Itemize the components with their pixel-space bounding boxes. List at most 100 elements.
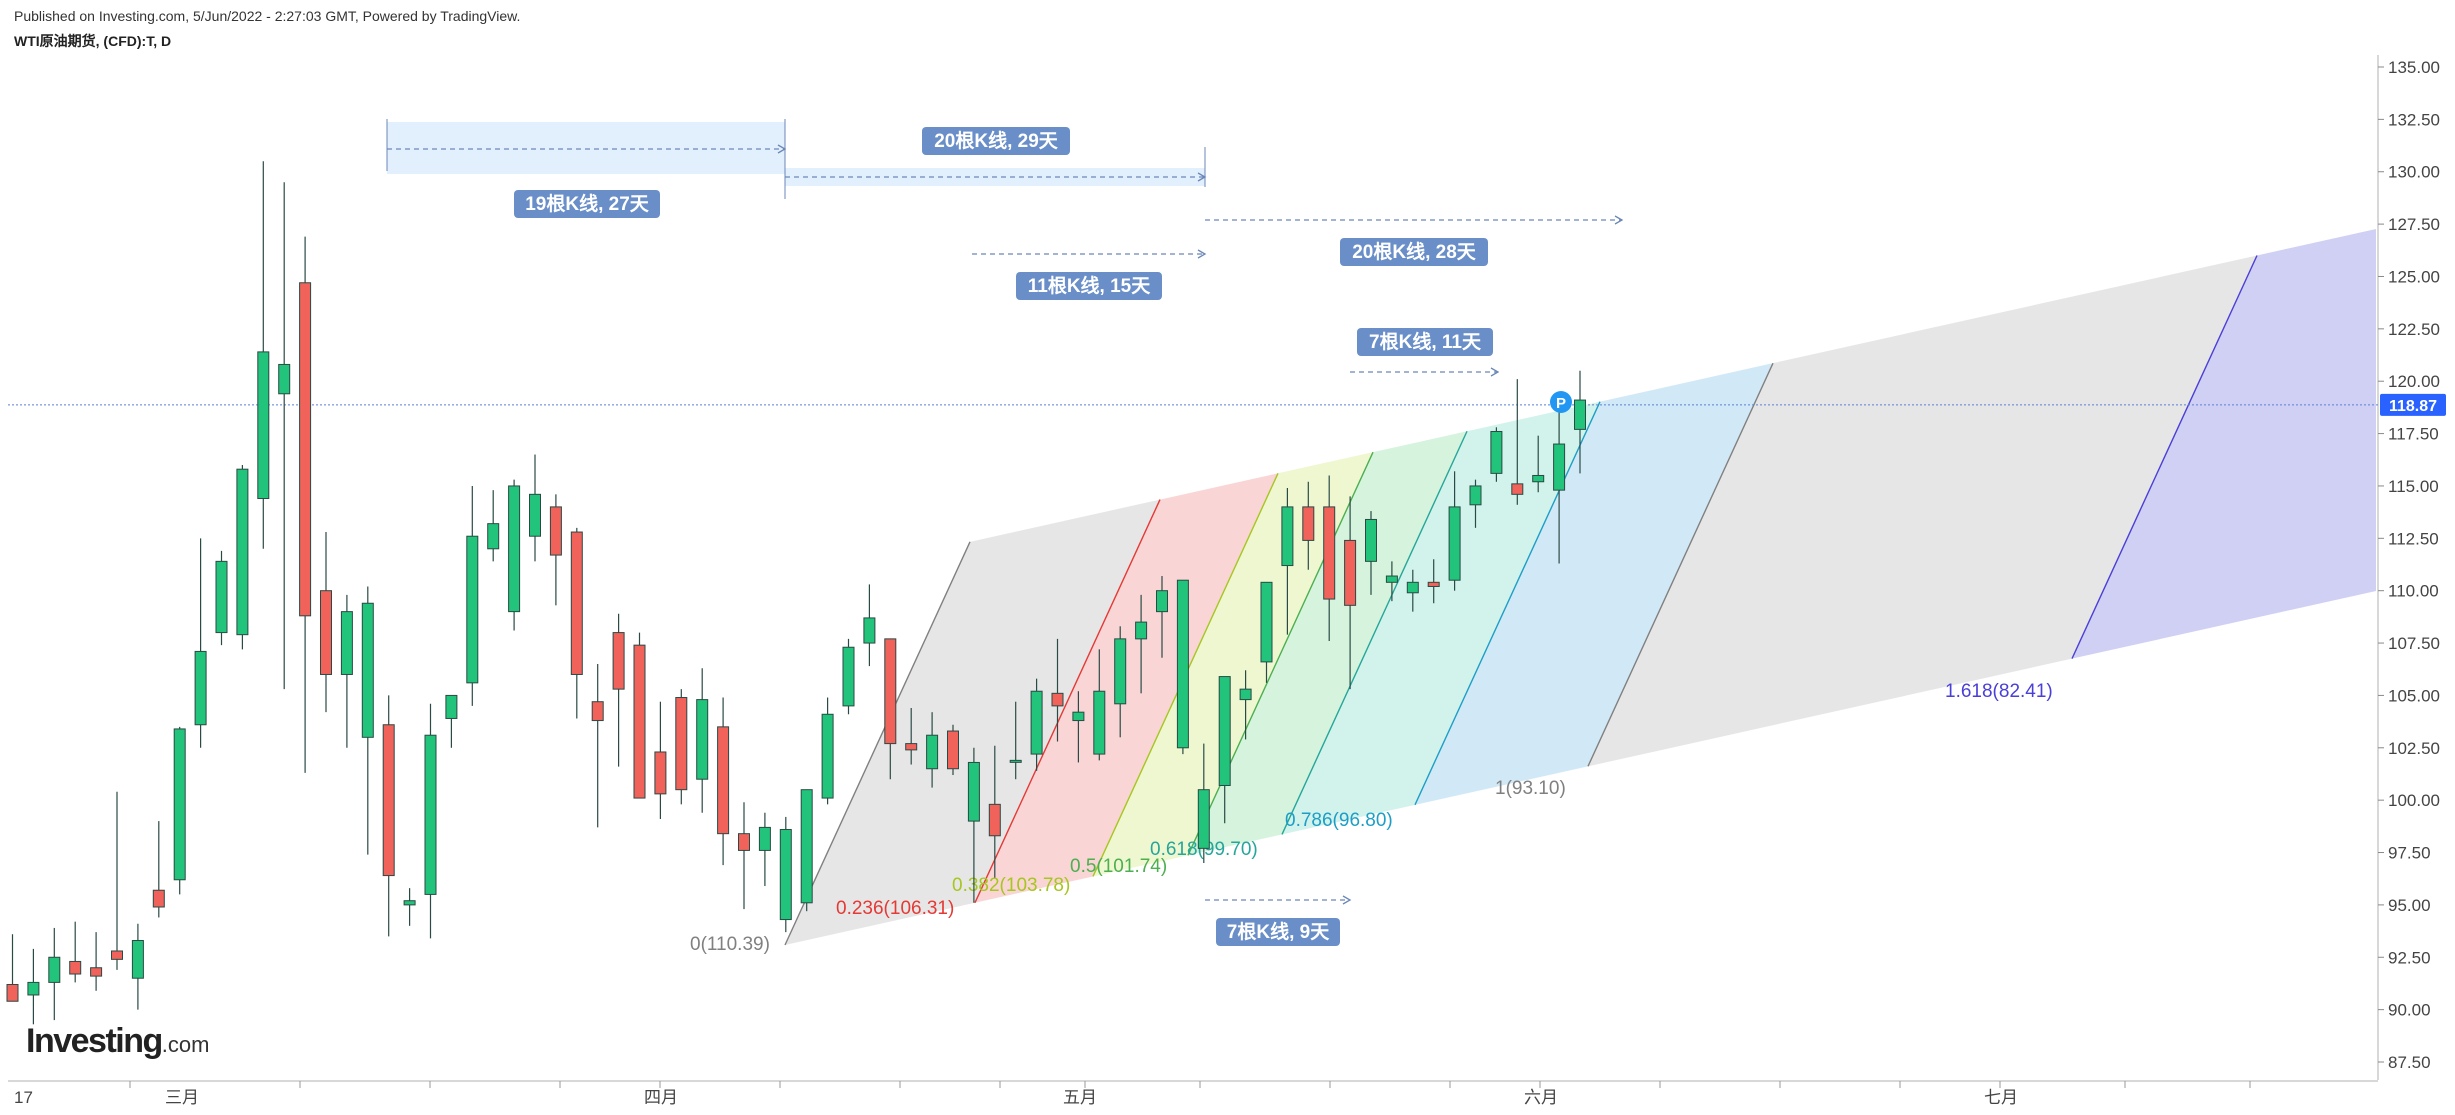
candle-up[interactable]	[403, 900, 416, 906]
candle-down[interactable]	[591, 701, 604, 722]
candle-up[interactable]	[779, 828, 792, 921]
price-tick-label: 90.00	[2388, 1001, 2431, 1020]
candle-down[interactable]	[152, 889, 165, 908]
time-range-badge[interactable]	[514, 190, 660, 218]
fib-line-6	[1587, 362, 1774, 767]
candle-up[interactable]	[27, 981, 40, 996]
candle-up[interactable]	[1197, 789, 1210, 849]
candle-up[interactable]	[1260, 581, 1273, 663]
candle-up[interactable]	[194, 650, 207, 726]
candle-up[interactable]	[1448, 506, 1461, 581]
candle-up[interactable]	[926, 734, 939, 770]
price-tick-label: 97.50	[2388, 844, 2431, 863]
candle-up[interactable]	[1406, 581, 1419, 594]
time-range-arrow-icon	[1342, 895, 1352, 905]
candle-down[interactable]	[947, 730, 959, 770]
candle-up[interactable]	[696, 699, 709, 780]
candle-up[interactable]	[48, 956, 61, 983]
candle-down[interactable]	[1511, 483, 1524, 495]
price-tick-label: 122.50	[2388, 320, 2440, 339]
candle-up[interactable]	[340, 611, 353, 675]
candle-down[interactable]	[612, 632, 625, 690]
time-range-badge[interactable]	[1340, 238, 1488, 266]
candle-down[interactable]	[1323, 506, 1336, 600]
time-range-shade	[387, 122, 785, 174]
price-tick-label: 102.50	[2388, 739, 2440, 758]
candle-down[interactable]	[299, 282, 312, 617]
candle-up[interactable]	[1072, 711, 1085, 722]
candle-up[interactable]	[445, 694, 458, 719]
brand-suffix: .com	[161, 1032, 210, 1057]
candle-up[interactable]	[1490, 430, 1503, 474]
candle-down[interactable]	[884, 638, 897, 745]
candle-up[interactable]	[278, 363, 291, 395]
candle-up[interactable]	[236, 468, 249, 636]
candle-down[interactable]	[738, 833, 750, 851]
candle-up[interactable]	[1218, 676, 1231, 786]
candle-down[interactable]	[320, 590, 332, 675]
candle-up[interactable]	[800, 789, 813, 904]
candle-down[interactable]	[675, 697, 688, 791]
candle-up[interactable]	[1469, 485, 1482, 506]
candle-up[interactable]	[1030, 690, 1043, 755]
candle-up[interactable]	[1239, 688, 1252, 701]
fib-line-5	[1414, 401, 1601, 806]
candle-down[interactable]	[654, 751, 667, 795]
candle-down[interactable]	[69, 960, 82, 975]
candle-down[interactable]	[549, 506, 562, 556]
candle-up[interactable]	[1574, 399, 1586, 430]
candle-up[interactable]	[487, 523, 500, 550]
time-range-arrow-icon	[1614, 215, 1624, 225]
candle-up[interactable]	[215, 560, 228, 634]
candle-up[interactable]	[967, 761, 980, 822]
time-tick-label: 七月	[1984, 1088, 2018, 1107]
price-tick-label: 87.50	[2388, 1053, 2431, 1072]
candle-down[interactable]	[1302, 506, 1315, 541]
time-range-badge[interactable]	[1357, 328, 1493, 356]
candle-up[interactable]	[1532, 474, 1545, 483]
candle-down[interactable]	[111, 950, 123, 960]
candle-up[interactable]	[361, 602, 374, 738]
candle-up[interactable]	[131, 940, 144, 979]
candle-down[interactable]	[1051, 692, 1064, 707]
candle-up[interactable]	[1365, 518, 1377, 562]
time-tick-label: 三月	[165, 1088, 199, 1107]
candle-down[interactable]	[988, 803, 1001, 837]
fib-band-4	[1282, 401, 1600, 835]
time-range-arrow-icon	[1197, 249, 1207, 259]
time-range-badge[interactable]	[1016, 272, 1162, 300]
candle-up[interactable]	[1385, 575, 1398, 583]
candle-up[interactable]	[173, 728, 186, 881]
candle-up[interactable]	[1135, 621, 1148, 640]
candle-down[interactable]	[90, 967, 103, 977]
candle-down[interactable]	[382, 724, 395, 877]
candle-down[interactable]	[717, 726, 730, 835]
candle-down[interactable]	[6, 983, 19, 1002]
candle-down[interactable]	[570, 531, 583, 675]
candle-down[interactable]	[905, 743, 918, 751]
fib-line-0	[784, 541, 971, 946]
candle-up[interactable]	[1553, 443, 1566, 491]
candle-up[interactable]	[1176, 579, 1189, 749]
candle-up[interactable]	[821, 713, 834, 799]
candle-up[interactable]	[508, 485, 521, 613]
candle-up[interactable]	[1009, 759, 1022, 763]
candle-down[interactable]	[633, 644, 646, 799]
candle-down[interactable]	[1427, 581, 1440, 587]
time-range-label: 7根K线, 9天	[1227, 920, 1330, 943]
candle-up[interactable]	[1093, 690, 1106, 755]
candle-up[interactable]	[1281, 506, 1294, 567]
candle-up[interactable]	[257, 351, 270, 500]
candle-down[interactable]	[1344, 539, 1357, 606]
candle-up[interactable]	[1156, 590, 1168, 613]
candle-up[interactable]	[1114, 638, 1127, 705]
time-range-badge[interactable]	[1216, 918, 1340, 946]
candle-up[interactable]	[529, 493, 541, 537]
candle-up[interactable]	[466, 535, 479, 684]
candle-up[interactable]	[758, 826, 771, 851]
candle-up[interactable]	[863, 617, 876, 644]
candle-up[interactable]	[842, 646, 855, 707]
candle-up[interactable]	[424, 734, 437, 895]
time-range-badge[interactable]	[922, 127, 1070, 155]
